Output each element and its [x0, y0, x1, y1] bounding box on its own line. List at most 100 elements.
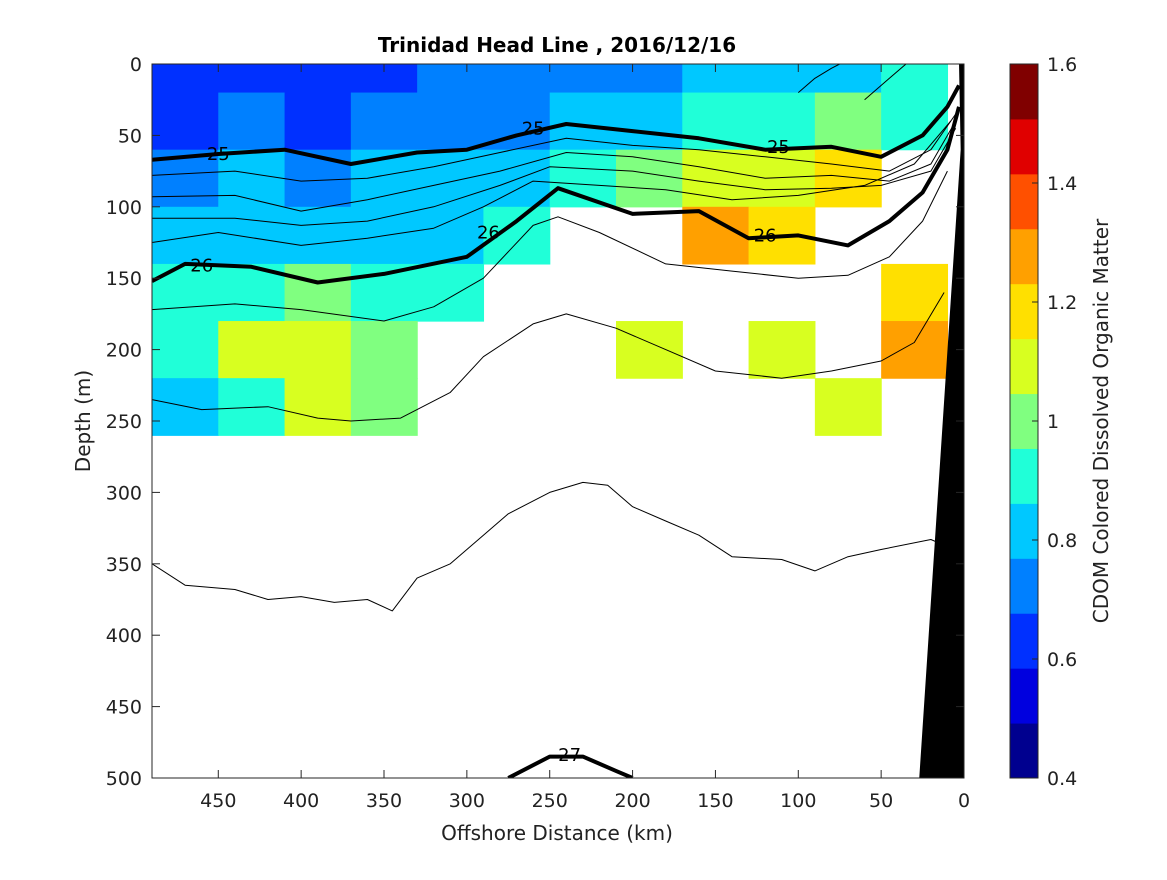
- heatmap-cell: [616, 64, 683, 94]
- colorbar-swatch: [1010, 448, 1038, 504]
- contour-label: 25: [522, 118, 545, 139]
- x-tick-label: 0: [958, 790, 970, 812]
- heatmap-cell: [748, 92, 816, 151]
- heatmap-cell: [814, 92, 882, 151]
- x-tick-label: 100: [780, 790, 816, 812]
- heatmap-cell: [483, 64, 551, 94]
- heatmap-cell: [152, 64, 219, 94]
- colorbar-swatch: [1010, 613, 1038, 669]
- contour-label: 26: [477, 223, 500, 244]
- contour-label: 27: [558, 745, 581, 766]
- colorbar-swatch: [1010, 228, 1038, 285]
- contour-line-25-4: [152, 120, 957, 212]
- x-tick-label: 150: [697, 790, 733, 812]
- heatmap-cell: [152, 321, 219, 379]
- colorbar: 0.4 0.6 0.8 1 1.2 1.4 1.6: [1009, 54, 1077, 790]
- heatmap-cell: [549, 64, 617, 94]
- contour-line-26-4: [152, 292, 945, 422]
- colorbar-tick-label: 1.2: [1047, 292, 1077, 314]
- heatmap-cell: [218, 149, 286, 208]
- x-tick-label: 250: [532, 790, 568, 812]
- y-axis-label: Depth (m): [71, 370, 95, 472]
- chart-title: Trinidad Head Line , 2016/12/16: [378, 33, 736, 57]
- y-tick-label: 50: [118, 125, 142, 147]
- contour-label: 25: [767, 137, 790, 158]
- heatmap-cell: [284, 378, 352, 436]
- heatmap-cell: [616, 321, 683, 379]
- y-tick-label: 200: [106, 340, 142, 362]
- colorbar-swatch: [1010, 668, 1038, 724]
- heatmap-cell: [748, 321, 816, 379]
- y-tick-label: 300: [106, 482, 142, 504]
- y-tick-label: 400: [106, 625, 142, 647]
- heatmap-cell: [218, 321, 286, 379]
- heatmap-cell: [417, 206, 485, 265]
- y-tick-label: 500: [106, 768, 142, 790]
- contour-line-25-8: [152, 120, 952, 246]
- y-tick-label: 0: [130, 54, 142, 76]
- contour-line-26: [152, 106, 961, 285]
- y-tick-label: 350: [106, 554, 142, 576]
- heatmap-cell: [682, 206, 750, 265]
- heatmap-cell: [284, 92, 352, 151]
- colorbar-tick-label: 1.4: [1047, 173, 1077, 195]
- heatmap-cell: [748, 64, 816, 94]
- heatmap-cell: [350, 378, 418, 436]
- heatmap-cell: [284, 206, 352, 265]
- seafloor-wedge: [919, 64, 964, 778]
- contour-line-27: [507, 754, 634, 778]
- heatmap-cell: [417, 149, 485, 208]
- heatmap-layer: [152, 64, 949, 436]
- colorbar-swatch: [1010, 173, 1038, 230]
- contour-line-25-6: [152, 128, 957, 226]
- x-tick-label: 200: [614, 790, 650, 812]
- x-tick-label: 50: [869, 790, 893, 812]
- heatmap-cell: [814, 378, 882, 436]
- colorbar-tick-label: 0.6: [1047, 649, 1077, 671]
- contour-line-24-6: [864, 64, 907, 101]
- colorbar-swatch: [1010, 558, 1038, 614]
- heatmap-cell: [417, 263, 485, 322]
- heatmap-cell: [218, 92, 286, 151]
- contour-label: 26: [190, 255, 213, 276]
- heatmap-cell: [814, 64, 882, 94]
- contour-line-25-2: [152, 113, 957, 182]
- heatmap-cell: [152, 378, 219, 436]
- colorbar-swatch: [1010, 338, 1038, 395]
- seafloor-terrain: [919, 64, 964, 778]
- heatmap-cell: [814, 149, 882, 208]
- colorbar-swatch: [1010, 503, 1038, 559]
- density-contours: 25 25 25 26 26 26 27: [152, 64, 961, 778]
- heatmap-cell: [881, 64, 949, 94]
- y-tick-label: 250: [106, 411, 142, 433]
- heatmap-cell: [350, 321, 418, 379]
- colorbar-swatch: [1010, 118, 1038, 175]
- heatmap-cell: [284, 263, 352, 322]
- plot-area: 25 25 25 26 26 26 27: [151, 63, 965, 779]
- x-tick-label: 400: [283, 790, 319, 812]
- y-axis: 0 50 100 150 200 250 300 350 400 450 500: [106, 54, 964, 790]
- x-tick-label: 300: [449, 790, 485, 812]
- heatmap-cell: [417, 64, 485, 94]
- x-axis-label: Offshore Distance (km): [441, 821, 673, 845]
- contour-line-24-8: [797, 64, 840, 93]
- heatmap-cell: [284, 321, 352, 379]
- colorbar-tick-label: 1: [1047, 411, 1059, 433]
- heatmap-cell: [218, 206, 286, 265]
- heatmap-cell: [616, 149, 683, 208]
- contour-line-26-2: [152, 170, 948, 322]
- y-tick-label: 150: [106, 268, 142, 290]
- heatmap-cell: [881, 321, 949, 379]
- x-tick-label: 450: [200, 790, 236, 812]
- contour-line-25: [152, 84, 961, 166]
- heatmap-cell: [616, 92, 683, 151]
- x-tick-label: 350: [366, 790, 402, 812]
- colorbar-tick-label: 0.4: [1047, 768, 1077, 790]
- heatmap-cell: [218, 64, 286, 94]
- heatmap-cell: [350, 92, 418, 151]
- colorbar-label: CDOM Colored Dissolved Organic Matter: [1089, 218, 1113, 623]
- heatmap-cell: [152, 92, 219, 151]
- x-axis: 450 400 350 300 250 200 150 100 50 0: [200, 64, 970, 812]
